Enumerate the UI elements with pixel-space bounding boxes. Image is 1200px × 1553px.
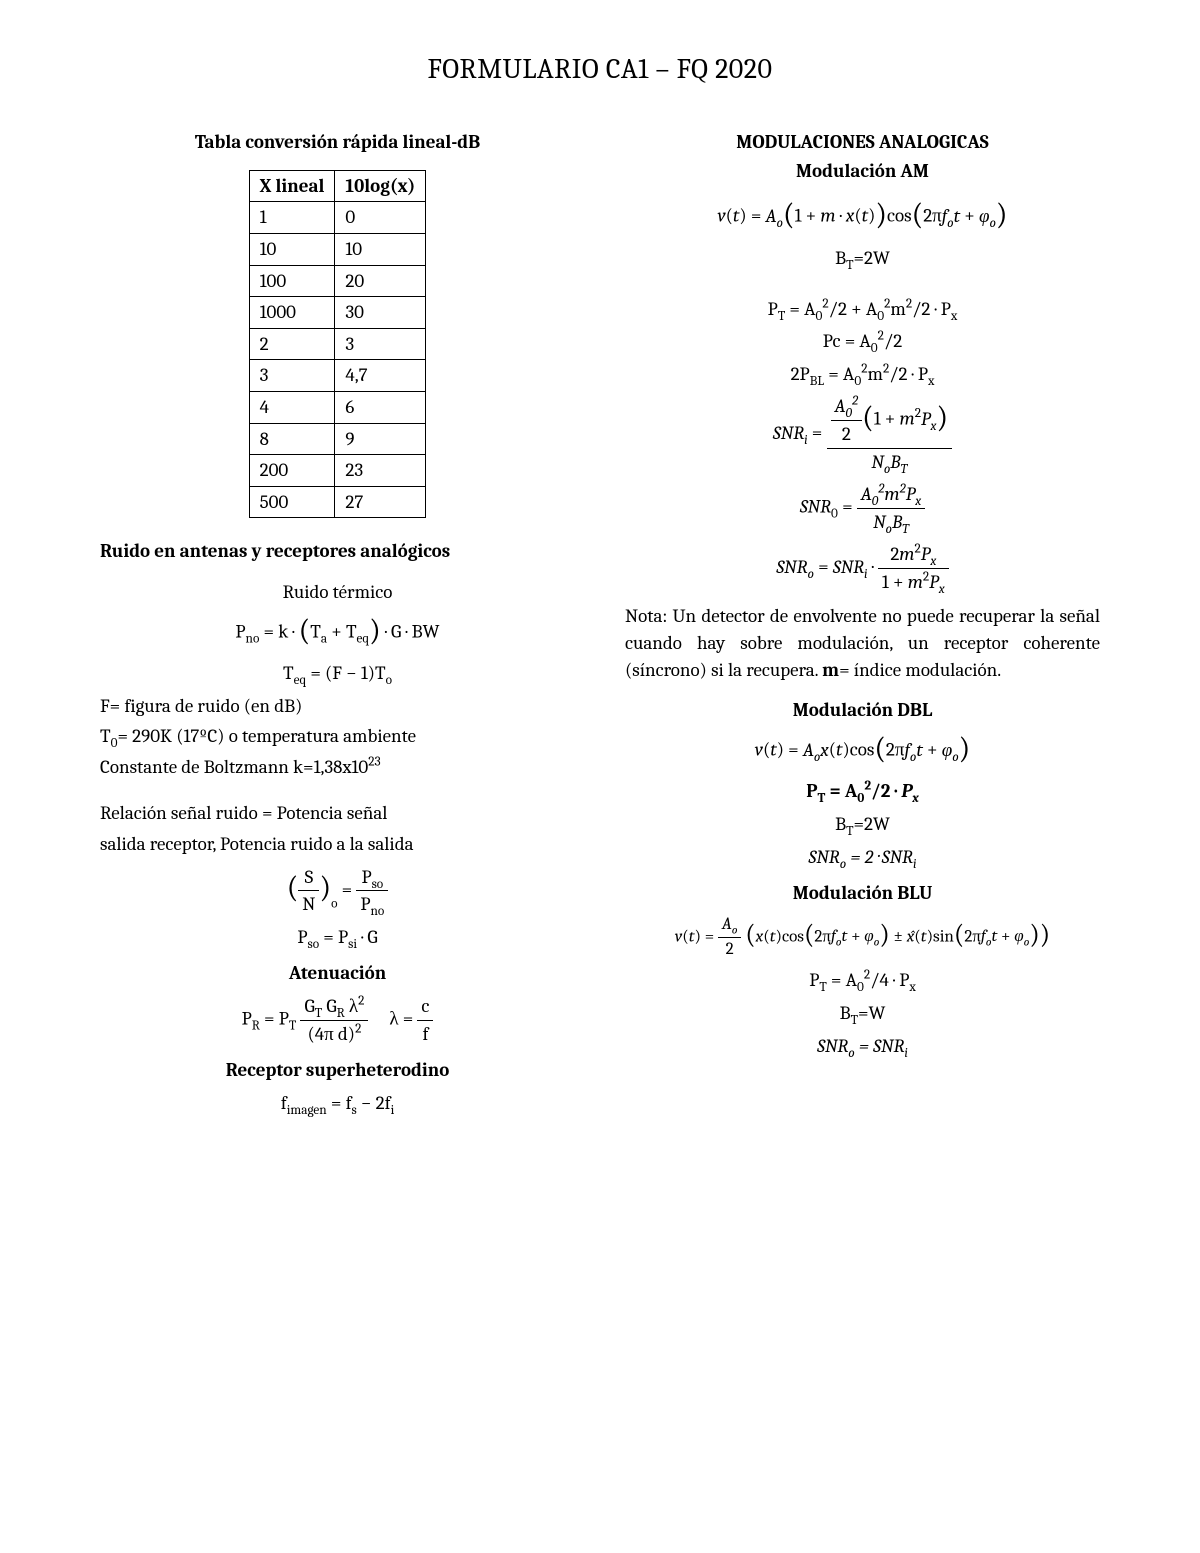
dbl-snr-formula: SNRo = 2 · SNRi [625,844,1100,871]
dbl-vt-formula: v(t) = Aox(t)cos(2πfot + φo) [625,730,1100,773]
pso-formula: Pso = Psi · G [100,924,575,951]
table-col-xlineal: X lineal [249,170,335,202]
attenuation-formula: PR = PT GT GR λ2(4π d)2 λ = cf [100,993,575,1047]
am-pbl-formula: 2PBL = A02m2/2 · Px [625,361,1100,388]
dbl-pt-formula: PT = A02/2 · Px [625,778,1100,805]
table-cell: 2 [249,328,335,360]
dbl-heading: Modulación DBL [625,697,1100,724]
table-cell: 0 [335,202,426,234]
page-title: FORMULARIO CA1 – FQ 2020 [100,50,1100,89]
superhet-formula: fimagen = fs − 2fi [100,1090,575,1117]
pno-formula: Pno = k · (Ta + Teq) · G · BW [100,612,575,655]
blu-pt-formula: PT = A02/4 · Px [625,967,1100,994]
table-cell: 1 [249,202,335,234]
sn-ratio-formula: (SN)o = PsoPno [100,864,575,918]
am-heading: Modulación AM [625,158,1100,185]
blu-vt-formula: v(t) = Ao2 (x(t)cos(2πfot + φo) ± x̂(t)s… [625,913,1100,962]
table-cell: 6 [335,391,426,423]
table-cell: 3 [335,328,426,360]
table-cell: 200 [249,455,335,487]
am-bt: BT=2W [625,245,1100,272]
table-row: 23 [249,328,426,360]
table-row: 10 [249,202,426,234]
table-cell: 3 [249,360,335,392]
superhet-heading: Receptor superheterodino [100,1057,575,1084]
am-snr0-formula: SNR0 = A02m2Px NoBT [625,481,1100,535]
table-cell: 20 [335,265,426,297]
db-conversion-table: X lineal 10log(x) 101010100201000302334,… [249,170,427,519]
am-note-tail: = índice modulación. [839,659,1001,681]
f-note: F= figura de ruido (en dB) [100,693,575,720]
table-row: 89 [249,423,426,455]
table-row: 34,7 [249,360,426,392]
table-cell: 100 [249,265,335,297]
thermal-noise-label: Ruido térmico [100,579,575,606]
am-pc-formula: Pc = A02/2 [625,328,1100,355]
t0-note: T0= 290K (17ºC) o temperatura ambiente [100,723,575,750]
table-cell: 27 [335,486,426,518]
analog-mod-heading: MODULACIONES ANALOGICAS [625,129,1100,156]
table-cell: 4 [249,391,335,423]
dbl-bt: BT=2W [625,811,1100,838]
table-heading: Tabla conversión rápida lineal-dB [100,129,575,156]
am-note-m: m [822,659,839,681]
table-cell: 9 [335,423,426,455]
right-column: MODULACIONES ANALOGICAS Modulación AM v(… [625,129,1100,1122]
left-column: Tabla conversión rápida lineal-dB X line… [100,129,575,1122]
table-cell: 30 [335,297,426,329]
table-row: 100030 [249,297,426,329]
table-row: 10020 [249,265,426,297]
am-note-text: Nota: Un detector de envolvente no puede… [625,603,1100,683]
attenuation-heading: Atenuación [100,960,575,987]
content-columns: Tabla conversión rápida lineal-dB X line… [100,129,1100,1122]
blu-bt: BT=W [625,1000,1100,1027]
table-cell: 4,7 [335,360,426,392]
table-cell: 23 [335,455,426,487]
snr-note-1: Relación señal ruido = Potencia señal [100,800,575,827]
table-cell: 500 [249,486,335,518]
k-note: Constante de Boltzmann k=1,38x1023 [100,754,575,781]
table-row: 1010 [249,233,426,265]
table-row: 46 [249,391,426,423]
blu-snr-formula: SNRo = SNRi [625,1033,1100,1060]
am-snri-formula: SNRi = A022(1 + m2Px) NoBT [625,393,1100,475]
teq-formula: Teq = (F − 1)To [100,660,575,687]
table-cell: 10 [335,233,426,265]
table-cell: 8 [249,423,335,455]
table-cell: 10 [249,233,335,265]
table-col-10logx: 10log(x) [335,170,426,202]
table-row: 20023 [249,455,426,487]
table-row: 50027 [249,486,426,518]
am-vt-formula: v(t) = Ao(1 + m · x(t))cos(2πfot + φo) [625,196,1100,239]
table-cell: 1000 [249,297,335,329]
am-pt-formula: PT = A02/2 + A02m2/2 · Px [625,296,1100,323]
am-snro-formula: SNRo = SNRi · 2m2Px 1 + m2Px [625,541,1100,595]
snr-note-2: salida receptor, Potencia ruido a la sal… [100,831,575,858]
noise-heading: Ruido en antenas y receptores analógicos [100,538,575,565]
blu-heading: Modulación BLU [625,880,1100,907]
